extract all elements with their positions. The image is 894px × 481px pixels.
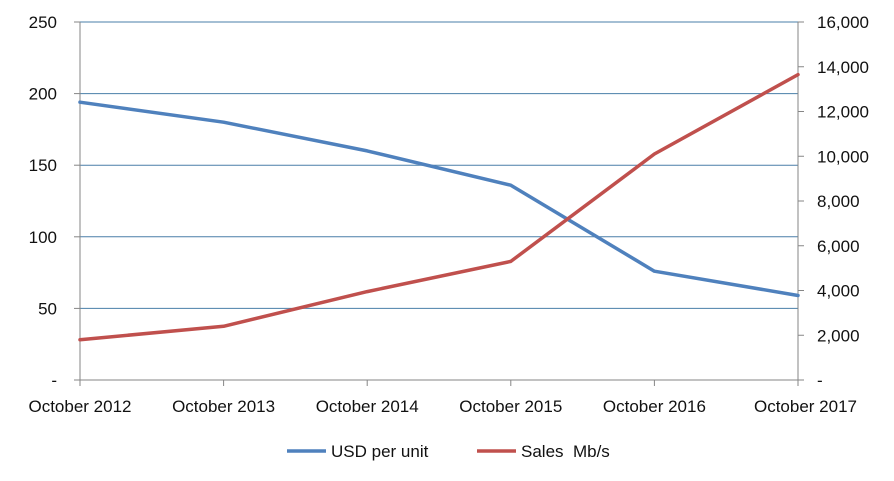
left-axis-tick-label: 200 bbox=[29, 85, 57, 104]
x-axis-tick-label: October 2017 bbox=[754, 397, 857, 416]
right-axis-tick-label: 4,000 bbox=[817, 282, 860, 301]
series-lines bbox=[78, 72, 800, 342]
left-axis-tick-label: - bbox=[51, 371, 57, 390]
left-axis-tick-label: 50 bbox=[38, 299, 57, 318]
right-axis-tick-label: 6,000 bbox=[817, 237, 860, 256]
right-axis-tick-label: - bbox=[817, 371, 823, 390]
left-axis-tick-label: 100 bbox=[29, 228, 57, 247]
series-line-1 bbox=[78, 100, 800, 298]
right-axis-tick-label: 8,000 bbox=[817, 192, 860, 211]
right-axis-tick-label: 10,000 bbox=[817, 147, 869, 166]
legend: USD per unit Sales Mb/s bbox=[287, 442, 610, 461]
x-axis-tick-label: October 2014 bbox=[316, 397, 419, 416]
legend-label: USD per unit bbox=[331, 442, 429, 461]
right-axis-tick-label: 16,000 bbox=[817, 13, 869, 32]
tick-labels: - 50 100 150 200 250 - 2,000 4,000 6,000 8,000 10,0… bbox=[28, 13, 869, 416]
left-axis-tick-label: 250 bbox=[29, 13, 57, 32]
x-axis-tick-label: October 2016 bbox=[603, 397, 706, 416]
tick-marks bbox=[74, 21, 804, 386]
grid-lines bbox=[80, 21, 798, 309]
legend-item: USD per unit bbox=[287, 442, 429, 461]
right-axis-tick-label: 14,000 bbox=[817, 58, 869, 77]
axes bbox=[79, 22, 799, 381]
legend-label: Sales Mb/s bbox=[521, 442, 610, 461]
right-axis-tick-label: 12,000 bbox=[817, 103, 869, 122]
right-axis-tick-label: 2,000 bbox=[817, 326, 860, 345]
x-axis-tick-label: October 2015 bbox=[459, 397, 562, 416]
series-line-2 bbox=[78, 72, 800, 342]
left-axis-tick-label: 150 bbox=[29, 156, 57, 175]
x-axis-tick-label: October 2012 bbox=[28, 397, 131, 416]
legend-item: Sales Mb/s bbox=[477, 442, 610, 461]
x-axis-tick-label: October 2013 bbox=[172, 397, 275, 416]
